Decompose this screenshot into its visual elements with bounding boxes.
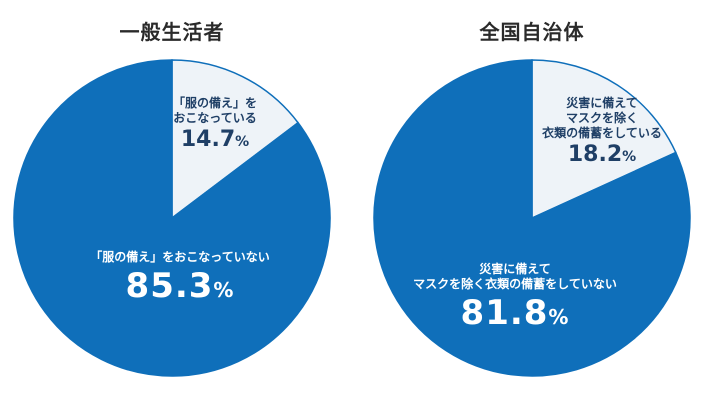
- left-major-text-line-1: 「服の備え」をおこなっていない: [90, 250, 270, 264]
- right-pie-slice-0: [531, 59, 677, 220]
- left-pie-slice-0: [171, 59, 300, 220]
- right-minor-text-line-1: 災害に備えて: [566, 96, 638, 110]
- right-minor-label: 災害に備えて マスクを除く 衣類の備蓄をしている 18.2%: [532, 96, 672, 169]
- left-minor-text-line-2: おこなっている: [173, 111, 257, 125]
- left-minor-percent: 14.7%: [180, 127, 250, 152]
- right-major-label: 災害に備えて マスクを除く衣類の備蓄をしていない 81.8%: [395, 262, 635, 335]
- left-minor-text-line-1: 「服の備え」を: [172, 96, 257, 110]
- right-major-percent: 81.8%: [460, 293, 570, 333]
- left-major-label: 「服の備え」をおこなっていない 85.3%: [60, 250, 300, 308]
- right-minor-text-line-2: マスクを除く: [565, 111, 638, 125]
- right-minor-text-line-3: 衣類の備蓄をしている: [542, 126, 662, 140]
- chart-title-general-public: 一般生活者: [119, 20, 225, 44]
- left-minor-label: 「服の備え」を おこなっている 14.7%: [160, 96, 270, 154]
- left-major-percent: 85.3%: [125, 266, 235, 306]
- left-pie-slice-1: [13, 59, 331, 377]
- right-major-text-line-2: マスクを除く衣類の備蓄をしていない: [413, 277, 617, 291]
- chart-title-municipalities: 全国自治体: [479, 20, 585, 44]
- right-major-text-line-1: 災害に備えて: [479, 262, 551, 276]
- right-pie-slice-1: [373, 59, 691, 377]
- right-minor-percent: 18.2%: [567, 142, 637, 167]
